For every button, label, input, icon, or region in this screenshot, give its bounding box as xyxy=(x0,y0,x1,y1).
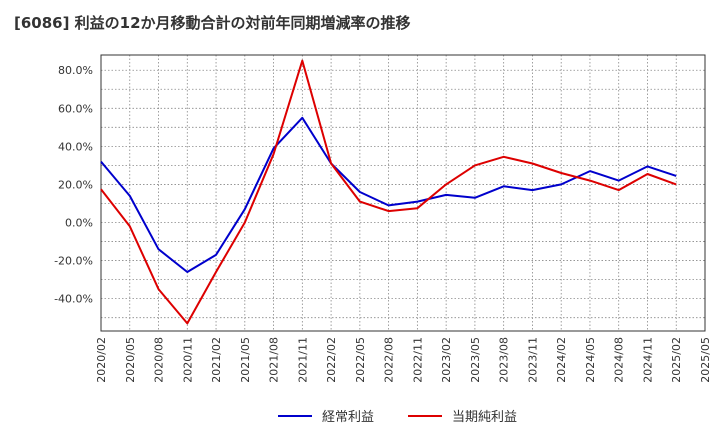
y-tick-label: -20.0% xyxy=(54,255,93,268)
legend: 経常利益 当期純利益 xyxy=(278,410,517,425)
x-tick-label: 2020/11 xyxy=(181,337,194,383)
x-tick-label: 2025/02 xyxy=(670,337,683,383)
legend-label: 当期純利益 xyxy=(452,410,517,425)
x-tick-label: 2021/05 xyxy=(239,337,252,383)
series-layer xyxy=(100,59,677,325)
x-tick-label: 2023/08 xyxy=(498,337,511,383)
x-tick-label: 2024/02 xyxy=(555,337,568,383)
y-tick-label: 0.0% xyxy=(65,217,93,230)
y-tick-label: 20.0% xyxy=(58,178,93,191)
legend-label: 経常利益 xyxy=(322,410,374,425)
x-tick-label: 2024/05 xyxy=(584,337,597,383)
y-tick-label: 40.0% xyxy=(58,140,93,153)
x-tick-label: 2020/02 xyxy=(95,337,108,383)
x-tick-label: 2023/11 xyxy=(526,337,539,383)
x-tick-label: 2020/05 xyxy=(124,337,137,383)
grid-layer xyxy=(100,55,706,331)
y-tick-label: 60.0% xyxy=(58,102,93,115)
x-tick-label: 2024/08 xyxy=(613,337,626,383)
x-tick-label: 2022/08 xyxy=(383,337,396,383)
x-tick-label: 2021/08 xyxy=(268,337,281,383)
y-tick-label: 80.0% xyxy=(58,64,93,77)
x-tick-label: 2025/05 xyxy=(699,337,712,383)
chart-title: [6086] 利益の12か月移動合計の対前年同期増減率の推移 xyxy=(14,14,411,32)
x-tick-label: 2023/02 xyxy=(440,337,453,383)
y-tick-label: -40.0% xyxy=(54,293,93,306)
x-tick-label: 2023/05 xyxy=(469,337,482,383)
plot-frame xyxy=(100,54,706,332)
x-tick-label: 2020/08 xyxy=(153,337,166,383)
x-tick-label: 2021/02 xyxy=(210,337,223,383)
x-axis: 2020/02 2020/05 2020/08 2020/11 2021/02 2021/… xyxy=(95,337,712,383)
x-tick-label: 2022/05 xyxy=(354,337,367,383)
x-tick-label: 2022/11 xyxy=(411,337,424,383)
y-axis: 80.0% 60.0% 40.0% 20.0% 0.0% -20.0% -40.0% xyxy=(54,64,93,305)
x-tick-label: 2021/11 xyxy=(296,337,309,383)
x-tick-label: 2022/02 xyxy=(325,337,338,383)
x-tick-label: 2024/11 xyxy=(641,337,654,383)
